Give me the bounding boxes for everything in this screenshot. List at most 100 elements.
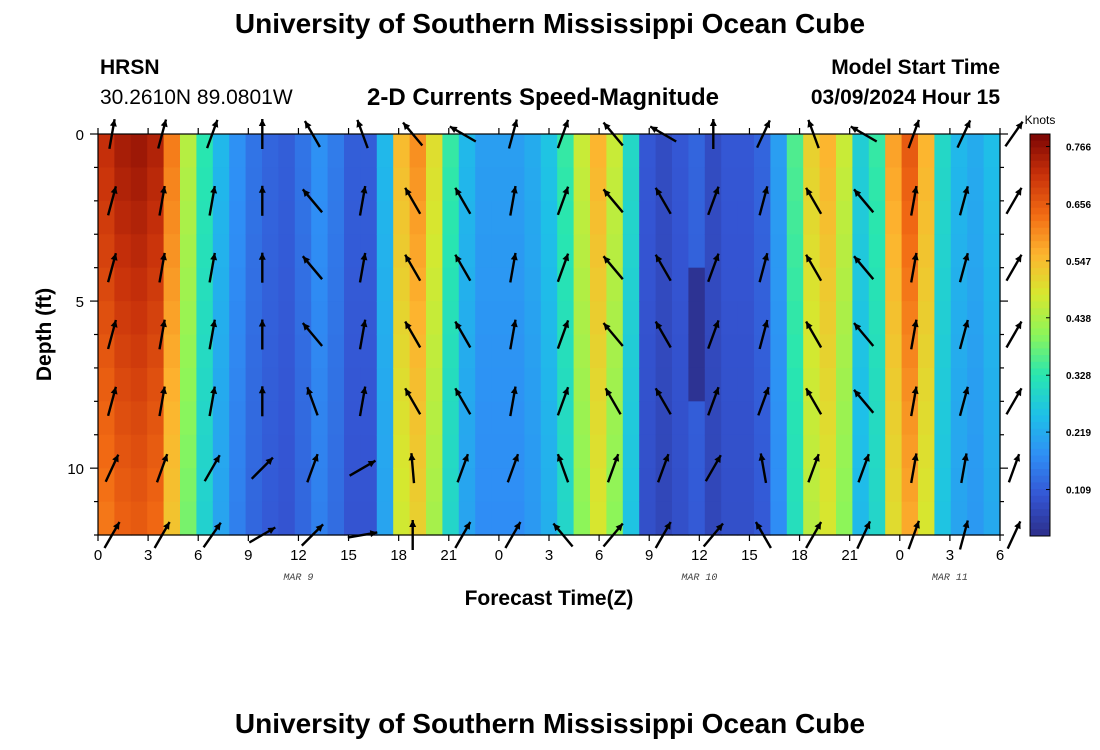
current-vector-arrow: [853, 322, 875, 347]
heatmap-cell: [672, 200, 689, 235]
heatmap-cell: [901, 468, 919, 503]
heatmap-cell: [278, 200, 296, 235]
current-vector-arrow: [300, 523, 324, 547]
heatmap-cell: [393, 267, 411, 302]
heatmap-cell: [540, 367, 558, 402]
heatmap-cell: [130, 334, 148, 369]
current-vector-arrow: [910, 252, 919, 283]
heatmap-cell: [606, 267, 624, 302]
heatmap-cell: [229, 367, 247, 402]
current-vector-arrow: [1005, 254, 1023, 282]
heatmap-cell: [475, 134, 493, 169]
heatmap-cell: [114, 401, 132, 436]
heatmap-cell: [196, 334, 214, 369]
current-vector-arrow: [301, 322, 324, 347]
heatmap-cell: [114, 134, 132, 169]
heatmap-cell: [885, 267, 903, 302]
heatmap-cell: [376, 134, 394, 169]
heatmap-cell: [704, 167, 722, 202]
heatmap-cell: [376, 401, 394, 436]
heatmap-cell: [311, 468, 329, 503]
heatmap-cell: [901, 334, 919, 369]
heatmap-cell: [229, 134, 247, 169]
heatmap-cell: [508, 267, 525, 302]
current-vector-arrow: [449, 125, 477, 143]
heatmap-cell: [376, 301, 394, 336]
heatmap-cell: [376, 501, 394, 536]
heatmap-cell: [803, 401, 821, 436]
heatmap-cell: [901, 401, 919, 436]
heatmap-cell: [147, 501, 165, 536]
heatmap-cell: [786, 434, 804, 469]
current-vector-arrow: [1007, 453, 1021, 483]
heatmap-cell: [704, 134, 722, 169]
current-vector-arrow: [404, 387, 422, 415]
current-vector-arrow: [649, 125, 677, 143]
x-tick-label: 15: [741, 547, 758, 564]
colorbar-segment: [1030, 154, 1050, 162]
heatmap-cell: [737, 200, 755, 235]
heatmap-cell: [98, 367, 115, 402]
heatmap-cell: [868, 234, 886, 269]
current-vector-arrow: [158, 319, 167, 350]
current-vector-arrow: [258, 252, 266, 283]
heatmap-cell: [327, 434, 345, 469]
heatmap-cell: [803, 267, 821, 302]
heatmap-cell: [622, 134, 640, 169]
heatmap-cell: [573, 468, 591, 503]
colorbar-segment: [1030, 402, 1050, 410]
heatmap-cell: [754, 401, 771, 436]
heatmap-cell: [950, 167, 968, 202]
current-vector-arrow: [709, 119, 717, 149]
heatmap-cell: [836, 267, 853, 302]
heatmap-cell: [475, 200, 493, 235]
heatmap-cell: [180, 434, 197, 469]
current-vector-arrow: [853, 188, 875, 214]
heatmap-cell: [573, 134, 591, 169]
heatmap-cell: [950, 367, 968, 402]
heatmap-cell: [212, 401, 230, 436]
heatmap-cell: [508, 401, 525, 436]
heatmap-cell: [508, 334, 525, 369]
heatmap-cell: [639, 134, 657, 169]
heatmap-cell: [491, 468, 509, 503]
heatmap-cell: [967, 434, 985, 469]
heatmap-cell: [885, 434, 903, 469]
heatmap-cell: [278, 167, 296, 202]
heatmap-cell: [819, 434, 837, 469]
x-tick-label: 6: [996, 547, 1004, 564]
heatmap-cell: [196, 167, 214, 202]
heatmap-cell: [868, 501, 886, 536]
heatmap-cell: [950, 501, 968, 536]
heatmap-cell: [950, 234, 968, 269]
current-vector-arrow: [756, 119, 771, 149]
x-tick-label: 0: [896, 547, 904, 564]
heatmap-cell: [573, 501, 591, 536]
current-vector-arrow: [158, 386, 167, 417]
heatmap-cell: [967, 301, 985, 336]
heatmap-cell: [672, 234, 689, 269]
heatmap-cell: [737, 434, 755, 469]
heatmap-cell: [327, 167, 345, 202]
heatmap-cell: [442, 267, 460, 302]
heatmap-cell: [672, 167, 689, 202]
heatmap-cell: [130, 301, 148, 336]
heatmap-cell: [852, 334, 870, 369]
current-vector-arrow: [807, 119, 820, 149]
current-vector-arrow: [654, 521, 672, 549]
colorbar-segment: [1030, 335, 1050, 343]
heatmap-cell: [98, 334, 115, 369]
current-vector-arrow: [454, 254, 472, 282]
heatmap-cell: [114, 301, 132, 336]
colorbar-segment: [1030, 469, 1050, 477]
heatmap-cells: [98, 134, 1001, 536]
colorbar-segment: [1030, 254, 1050, 262]
heatmap-cell: [852, 468, 870, 503]
heatmap-cell: [114, 334, 132, 369]
heatmap-cell: [426, 134, 443, 169]
heatmap-cell: [475, 501, 493, 536]
current-vector-arrow: [104, 454, 120, 483]
heatmap-cell: [786, 301, 804, 336]
heatmap-cell: [901, 367, 919, 402]
heatmap-cell: [376, 234, 394, 269]
